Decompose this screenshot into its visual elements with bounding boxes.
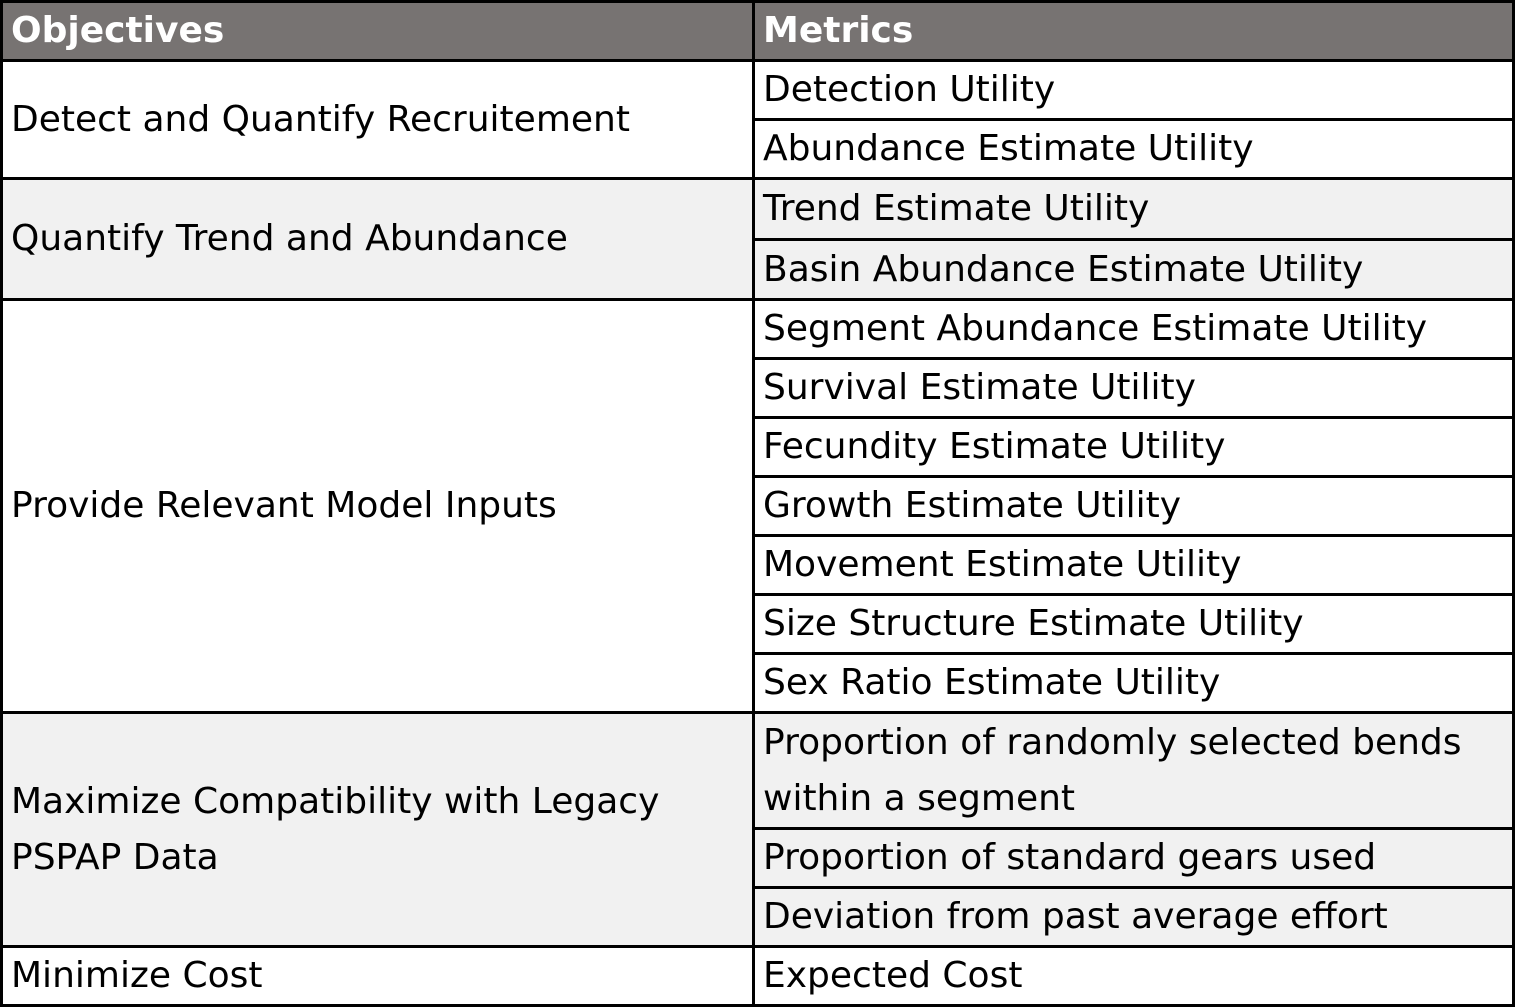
table-row: Growth Estimate Utility [2,475,1515,537]
objective-cell: Provide Relevant Model Inputs [0,298,755,714]
table-row: Minimize Cost Expected Cost [0,945,1515,1007]
metric-cell: Detection Utility [752,59,1515,121]
metric-cell: Growth Estimate Utility [752,475,1515,537]
table-row: Quantify Trend and Abundance Trend Estim… [0,177,1515,301]
metric-cell: Trend Estimate Utility [752,177,1515,241]
table-row: Basin Abundance Estimate Utility [2,238,1515,301]
table-row: Maximize Compatibility with Legacy PSPAP… [0,711,1515,948]
objective-cell: Quantify Trend and Abundance [0,177,755,301]
objective-cell: Minimize Cost [0,945,755,1007]
metric-cell: Deviation from past average effort [752,886,1515,948]
metric-cell: Expected Cost [752,945,1515,1007]
metric-cell: Proportion of randomly selected bends wi… [752,711,1515,830]
metrics-header: Metrics [752,0,1515,62]
metric-cell: Proportion of standard gears used [752,827,1515,889]
table-row: Deviation from past average effort [2,886,1515,948]
table-row: Fecundity Estimate Utility [2,416,1515,478]
objective-line: Maximize Compatibility with Legacy [11,780,660,822]
metric-cell: Basin Abundance Estimate Utility [752,238,1515,301]
metric-cell: Movement Estimate Utility [752,534,1515,596]
table-row: Proportion of standard gears used [2,827,1515,889]
objective-cell: Maximize Compatibility with Legacy PSPAP… [0,711,755,948]
table-row: Movement Estimate Utility [2,534,1515,596]
objective-cell: Detect and Quantify Recruitement [0,59,755,180]
table-row: Size Structure Estimate Utility [2,593,1515,655]
metric-line: within a segment [763,777,1076,819]
metric-cell: Fecundity Estimate Utility [752,416,1515,478]
header-row: Objectives Metrics [0,0,1515,62]
metric-cell: Abundance Estimate Utility [752,118,1515,180]
table-row: Survival Estimate Utility [2,357,1515,419]
metric-cell: Segment Abundance Estimate Utility [752,298,1515,360]
metric-cell: Sex Ratio Estimate Utility [752,652,1515,714]
metric-cell: Survival Estimate Utility [752,357,1515,419]
table-row: Abundance Estimate Utility [2,118,1515,180]
table-row: Provide Relevant Model Inputs Segment Ab… [0,298,1515,714]
table-row: Detect and Quantify Recruitement Detecti… [0,59,1515,180]
metric-line: Proportion of randomly selected bends [763,721,1462,763]
table-row: Sex Ratio Estimate Utility [2,652,1515,714]
metric-cell: Size Structure Estimate Utility [752,593,1515,655]
objectives-header: Objectives [0,0,755,62]
objective-line: PSPAP Data [11,836,219,878]
